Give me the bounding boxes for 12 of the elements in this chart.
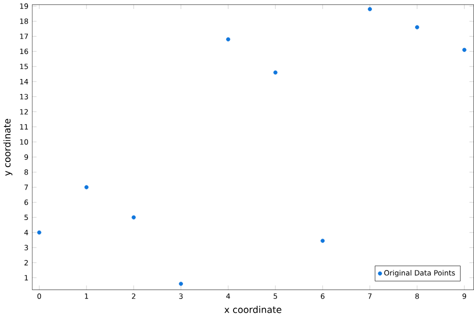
point: [462, 48, 466, 52]
x-axis-title: x coordinate: [224, 306, 282, 313]
point: [37, 230, 42, 234]
point: [273, 70, 278, 74]
point: [178, 282, 183, 286]
point: [132, 215, 136, 220]
point: [415, 24, 420, 30]
point: [84, 184, 89, 190]
point: [226, 37, 230, 42]
y-axis-title: y coordinate: [3, 118, 12, 176]
point: [320, 238, 325, 243]
point: [368, 6, 372, 11]
